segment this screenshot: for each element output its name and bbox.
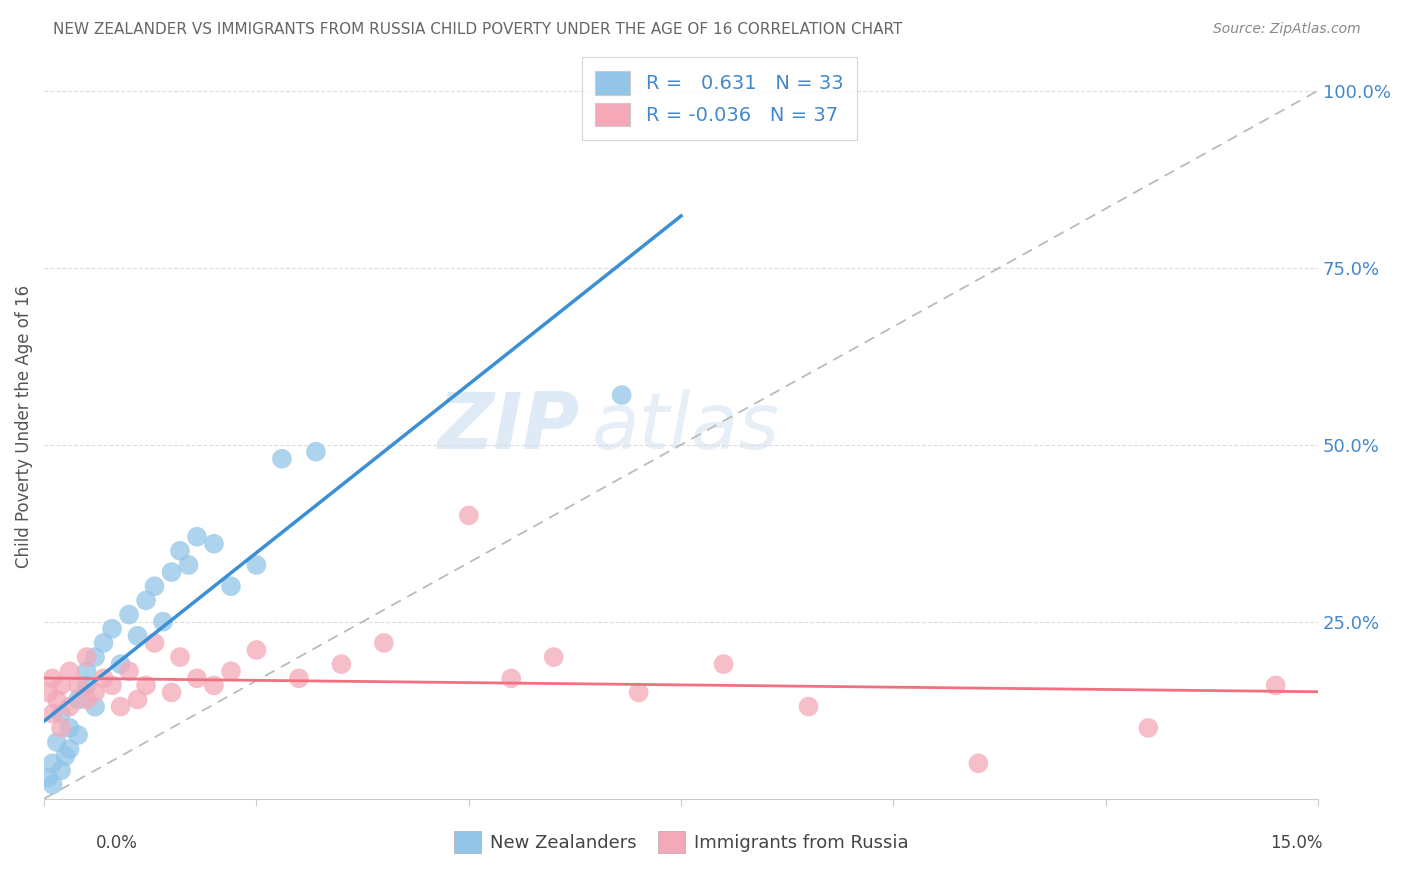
Point <box>186 530 208 544</box>
Point <box>49 764 72 778</box>
Point <box>160 565 183 579</box>
Point <box>177 558 200 572</box>
Point <box>797 699 820 714</box>
Point <box>49 721 72 735</box>
Point <box>967 756 990 771</box>
Text: 15.0%: 15.0% <box>1270 834 1323 852</box>
Text: NEW ZEALANDER VS IMMIGRANTS FROM RUSSIA CHILD POVERTY UNDER THE AGE OF 16 CORREL: NEW ZEALANDER VS IMMIGRANTS FROM RUSSIA … <box>53 22 903 37</box>
Point <box>58 721 80 735</box>
Text: ZIP: ZIP <box>437 389 579 465</box>
Point <box>245 643 267 657</box>
Point <box>76 664 98 678</box>
Point <box>219 579 242 593</box>
Point <box>93 636 115 650</box>
Point <box>627 685 650 699</box>
Point <box>143 579 166 593</box>
Point <box>76 650 98 665</box>
Point <box>143 636 166 650</box>
Point <box>169 544 191 558</box>
Point <box>110 699 132 714</box>
Point <box>84 685 107 699</box>
Point <box>53 749 76 764</box>
Point <box>118 664 141 678</box>
Point <box>101 678 124 692</box>
Point <box>45 692 67 706</box>
Point <box>169 650 191 665</box>
Point <box>135 593 157 607</box>
Point <box>373 636 395 650</box>
Point <box>37 685 59 699</box>
Point <box>76 678 98 692</box>
Point <box>58 664 80 678</box>
Point <box>67 678 90 692</box>
Point <box>457 508 479 523</box>
Text: 0.0%: 0.0% <box>96 834 138 852</box>
Point <box>41 671 63 685</box>
Point <box>41 778 63 792</box>
Point <box>245 558 267 572</box>
Point <box>49 678 72 692</box>
Point <box>219 664 242 678</box>
Point <box>67 728 90 742</box>
Text: Source: ZipAtlas.com: Source: ZipAtlas.com <box>1213 22 1361 37</box>
Point <box>288 671 311 685</box>
Point <box>118 607 141 622</box>
Point <box>58 742 80 756</box>
Point <box>610 388 633 402</box>
Point <box>101 622 124 636</box>
Point <box>1264 678 1286 692</box>
Point <box>202 678 225 692</box>
Point <box>186 671 208 685</box>
Point <box>305 444 328 458</box>
Point <box>271 451 294 466</box>
Point <box>127 629 149 643</box>
Point <box>67 692 90 706</box>
Point <box>501 671 523 685</box>
Point <box>543 650 565 665</box>
Point <box>76 692 98 706</box>
Legend: R =   0.631   N = 33, R = -0.036   N = 37: R = 0.631 N = 33, R = -0.036 N = 37 <box>582 57 858 140</box>
Point <box>93 671 115 685</box>
Point <box>45 735 67 749</box>
Point <box>330 657 353 672</box>
Point <box>127 692 149 706</box>
Point <box>84 699 107 714</box>
Text: atlas: atlas <box>592 389 780 465</box>
Y-axis label: Child Poverty Under the Age of 16: Child Poverty Under the Age of 16 <box>15 285 32 568</box>
Point <box>41 706 63 721</box>
Point <box>37 771 59 785</box>
Point <box>49 706 72 721</box>
Point <box>152 615 174 629</box>
Point <box>202 537 225 551</box>
Point <box>84 650 107 665</box>
Point <box>110 657 132 672</box>
Point <box>713 657 735 672</box>
Point <box>58 699 80 714</box>
Point <box>1137 721 1160 735</box>
Point <box>135 678 157 692</box>
Point <box>160 685 183 699</box>
Point <box>41 756 63 771</box>
